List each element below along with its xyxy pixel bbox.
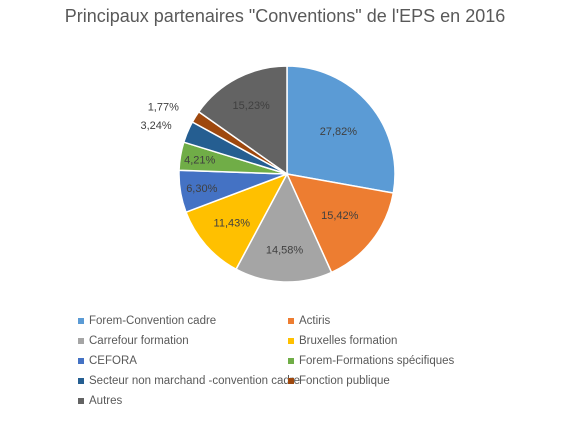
legend-item-4: Bruxelles formation [288,334,498,347]
data-label-1: 27,82% [320,126,358,138]
data-label-5: 6,30% [186,183,217,195]
legend-label: Forem-Convention cadre [89,314,217,327]
data-label-9: 15,23% [233,100,271,112]
legend-item-8: Fonction publique [288,374,498,387]
legend-swatch [288,317,294,324]
pie-slice-4 [185,172,289,271]
data-label-6: 4,21% [184,154,215,166]
legend-item-1: Forem-Convention cadre [78,314,288,327]
chart-legend: Forem-Convention cadre Actiris Carrefour f… [78,314,498,407]
legend-swatch [78,397,84,404]
legend-swatch [288,357,294,364]
legend-swatch [78,377,84,384]
legend-label: Autres [89,394,123,407]
legend-swatch [288,337,294,344]
pie-slice-9 [197,65,288,176]
pie-slice-3 [235,172,333,283]
legend-item-9: Autres [78,394,288,407]
legend-swatch [288,377,294,384]
legend-item-3: Carrefour formation [78,334,288,347]
legend-label: CEFORA [89,354,137,367]
data-label-2: 15,42% [321,210,359,222]
legend-swatch [78,337,84,344]
legend-label: Bruxelles formation [299,334,398,347]
legend-item-2: Actiris [288,314,498,327]
data-label-7: 3,24% [140,120,171,132]
legend-item-6: Forem-Formations spécifiques [288,354,498,367]
chart-title: Principaux partenaires "Conventions" de … [64,6,506,26]
legend-item-7: Secteur non marchand -convention cadre [78,374,300,387]
legend-label: Fonction publique [299,374,390,387]
legend-swatch [78,357,84,364]
legend-swatch [78,317,84,324]
pie-slice-2 [285,173,395,274]
legend-label: Forem-Formations spécifiques [299,354,455,367]
data-label-3: 14,58% [266,245,304,257]
data-label-4: 11,43% [214,217,251,229]
pie-slice-1 [286,65,396,194]
data-label-8: 1,77% [148,102,179,114]
legend-label: Carrefour formation [89,334,189,347]
legend-label: Actiris [299,314,331,327]
legend-item-5: CEFORA [78,354,288,367]
legend-label: Secteur non marchand -convention cadre [89,374,300,387]
